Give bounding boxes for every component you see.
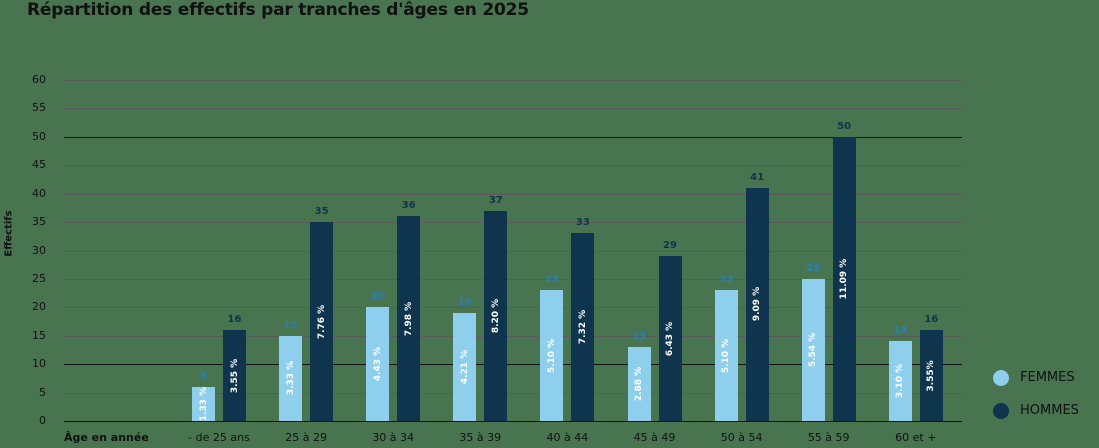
bar-hommes: 6.43 % [658, 256, 682, 421]
bar-percent-label: 3.55 % [229, 358, 240, 393]
bar-value-label: 29 [663, 240, 677, 252]
gridline [64, 421, 962, 422]
bar-percent-label: 3.10 % [895, 364, 906, 399]
bar-value-label: 19 [457, 297, 472, 309]
bar-percent-label: 8.20 % [490, 298, 501, 334]
gridline [64, 80, 962, 81]
legend-label-hommes: HOMMES [1020, 403, 1079, 418]
bar-percent-label: 5.10 % [721, 338, 732, 373]
bar-hommes: 11.09 % [832, 136, 856, 421]
bar-femmes: 5.54 % [801, 278, 825, 421]
x-tick-label: 40 à 44 [546, 431, 589, 444]
bar-value-label: 6 [200, 370, 207, 382]
bar-value-label: 35 [314, 206, 329, 218]
legend-label-femmes: FEMMES [1020, 370, 1075, 385]
gridline [64, 393, 962, 394]
bar-value-label: 41 [750, 171, 765, 183]
bar-value-label: 15 [283, 319, 298, 331]
bar-percent-label: 3.33 % [285, 361, 296, 396]
bar-percent-label: 4.43 % [372, 346, 383, 382]
gridline [64, 222, 962, 223]
bar-value-label: 14 [893, 325, 908, 337]
bar-percent-label: 7.76 % [316, 304, 327, 339]
y-tick-label: 60 [32, 73, 46, 86]
bar-value-label: 36 [401, 200, 416, 212]
bar-femmes: 1.33 % [192, 387, 215, 421]
bar-femmes: 3.10 % [888, 341, 912, 421]
gridline [64, 364, 962, 365]
bar-femmes: 5.10 % [540, 290, 564, 421]
bar-hommes: 3.55% [919, 330, 943, 421]
legend-swatch-hommes [993, 403, 1009, 419]
bar-hommes: 7.98 % [397, 216, 421, 421]
y-tick-label: 55 [32, 101, 46, 114]
gridline [64, 137, 962, 138]
y-tick-label: 10 [32, 357, 46, 370]
x-tick-label: 50 à 54 [720, 431, 763, 444]
bar-value-label: 33 [575, 217, 590, 229]
gridline [64, 279, 962, 280]
bar-value-label: 13 [632, 331, 646, 343]
bar-hommes: 8.20 % [484, 210, 508, 421]
y-tick-label: 50 [32, 130, 46, 143]
gridline [64, 108, 962, 109]
y-tick-label: 20 [32, 300, 46, 313]
bar-percent-label: 2.88 % [634, 366, 644, 402]
y-tick-label: 15 [32, 329, 46, 342]
bar-value-label: 37 [488, 194, 503, 206]
bar-hommes: 3.55 % [223, 330, 246, 421]
y-tick-label: 45 [32, 158, 46, 171]
bar-percent-label: 5.54 % [808, 332, 819, 368]
bar-value-label: 20 [370, 291, 385, 303]
gridline [64, 307, 962, 308]
bar-hommes: 9.09 % [745, 187, 769, 421]
bar-percent-label: 6.43 % [665, 321, 675, 356]
x-tick-label: 30 à 34 [372, 431, 415, 444]
bar-percent-label: 4.21 % [459, 349, 470, 385]
bar-femmes: 4.43 % [366, 307, 390, 421]
x-tick-label: - de 25 ans [188, 431, 250, 444]
y-axis-title: Effectifs [3, 210, 15, 257]
legend-swatch-femmes [993, 370, 1009, 386]
bar-percent-label: 9.09 % [752, 287, 763, 322]
bar-hommes: 7.76 % [310, 222, 334, 421]
bar-femmes: 3.33 % [279, 335, 303, 421]
bar-femmes: 5.10 % [714, 290, 738, 421]
bar-percent-label: 1.33 % [198, 386, 209, 422]
bar-value-label: 23 [544, 274, 559, 286]
gridline [64, 336, 962, 337]
bar-percent-label: 11.09 % [839, 258, 850, 300]
bar-femmes: 4.21 % [453, 313, 477, 421]
x-tick-label: 45 à 49 [633, 431, 676, 444]
bar-femmes: 2.88 % [627, 347, 651, 421]
y-tick-label: 30 [32, 244, 46, 257]
bar-value-label: 16 [924, 314, 939, 326]
y-tick-label: 0 [39, 414, 46, 427]
x-tick-label: 25 à 29 [285, 431, 327, 444]
x-tick-label: 35 à 39 [459, 431, 502, 444]
y-tick-label: 25 [32, 272, 46, 285]
y-tick-label: 5 [39, 386, 46, 399]
x-tick-label: 55 à 59 [807, 431, 850, 444]
bar-hommes: 7.32 % [571, 233, 595, 421]
gridline [64, 194, 962, 195]
x-tick-label: 60 et + [895, 431, 937, 444]
gridline [64, 251, 962, 252]
bar-percent-label: 3.55% [926, 359, 937, 392]
y-tick-label: 40 [32, 187, 46, 200]
gridline [64, 165, 962, 166]
bar-value-label: 25 [806, 262, 821, 274]
bar-value-label: 16 [227, 314, 242, 326]
bar-value-label: 23 [719, 274, 734, 286]
bar-percent-label: 5.10 % [546, 338, 557, 373]
bar-percent-label: 7.98 % [403, 301, 414, 336]
bar-value-label: 50 [837, 120, 852, 132]
y-tick-label: 35 [32, 215, 46, 228]
chart-title: Répartition des effectifs par tranches d… [27, 0, 529, 20]
x-axis-title: Âge en année [64, 431, 149, 444]
bar-percent-label: 7.32 % [577, 310, 588, 345]
